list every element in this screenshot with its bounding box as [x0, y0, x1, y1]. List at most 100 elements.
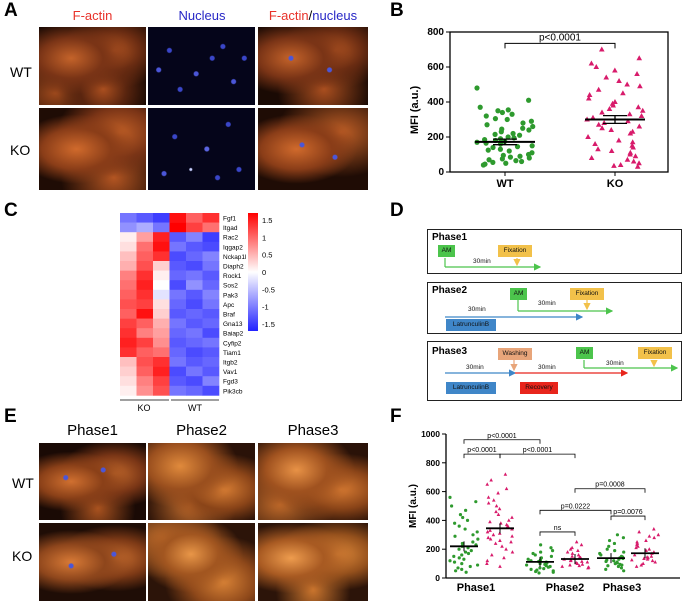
row-label-wt: WT	[10, 64, 32, 80]
f-point-ko	[644, 538, 648, 542]
b-point-ko	[598, 46, 605, 52]
f-point-wt	[613, 549, 617, 553]
c-heat-cell	[202, 299, 220, 310]
c-heat-cell	[153, 289, 170, 300]
f-point-wt	[538, 566, 542, 570]
f-sig-label: p<0.0001	[487, 433, 516, 440]
c-heat-cell	[186, 309, 203, 319]
c-heat-cell	[136, 318, 154, 329]
c-heat-cell	[202, 270, 220, 281]
c-heat-cell	[136, 222, 154, 233]
c-heat-cell	[202, 318, 220, 329]
b-point-ko	[599, 109, 605, 115]
b-point-wt	[528, 118, 535, 124]
b-point-wt	[495, 108, 501, 114]
f-point-wt	[457, 524, 461, 528]
phase3-title: Phase3	[432, 346, 468, 357]
f-point-wt	[525, 563, 529, 567]
f-ylabel: MFI (a.u.)	[408, 484, 419, 528]
c-heat-cell	[120, 270, 137, 281]
c-row-label: Fgd3	[223, 379, 238, 386]
b-point-ko	[624, 156, 631, 162]
c-heat-cell	[186, 376, 203, 387]
f-point-ko	[653, 560, 658, 564]
f-point-wt	[620, 563, 624, 567]
f-point-wt	[607, 544, 611, 548]
c-heat-cell	[186, 280, 203, 291]
f-point-wt	[453, 534, 457, 538]
f-point-ko	[498, 538, 502, 542]
c-heat-cell	[120, 222, 137, 233]
f-ytick-label: 200	[426, 544, 440, 554]
phase2-time-1: 30min	[468, 306, 486, 313]
c-heat-cell	[169, 318, 187, 329]
b-point-wt	[490, 144, 496, 151]
micrograph-wt-factin	[39, 27, 146, 105]
c-heat-cell	[153, 337, 170, 348]
b-frame	[449, 31, 669, 173]
f-point-ko	[580, 559, 584, 563]
col-header-nucleus: Nucleus	[178, 8, 226, 23]
f-point-wt	[464, 508, 468, 512]
b-point-ko	[637, 83, 643, 89]
c-heat-cell	[153, 270, 170, 281]
c-heat-cell	[186, 357, 203, 367]
b-point-wt	[517, 153, 523, 159]
b-point-ko	[592, 141, 598, 146]
c-heat-cell	[136, 261, 154, 271]
c-heat-cell	[169, 385, 187, 396]
c-heatmap-cells	[120, 213, 220, 396]
c-row-label: Iqgap2	[223, 244, 243, 251]
b-point-ko	[601, 120, 607, 125]
f-point-ko	[637, 529, 641, 534]
e-micro-wt-phase2	[148, 443, 255, 520]
b-point-wt	[505, 107, 511, 113]
b-point-ko	[620, 90, 626, 96]
c-heat-cell	[153, 222, 170, 233]
c-heat-cell	[120, 376, 137, 387]
b-point-ko	[606, 106, 613, 111]
c-colorbar	[248, 213, 258, 331]
f-point-wt	[474, 500, 478, 504]
b-point-ko	[595, 86, 602, 92]
f-point-wt	[546, 565, 551, 569]
phase3-am-tag: AM	[576, 347, 593, 359]
c-heat-cell	[169, 366, 187, 377]
f-point-ko	[510, 534, 514, 538]
f-point-wt	[613, 562, 617, 566]
b-point-wt	[504, 116, 510, 123]
c-heat-cell	[120, 337, 137, 348]
f-xtick-label: Phase2	[546, 582, 585, 594]
f-point-wt	[615, 533, 620, 537]
f-point-ko	[575, 561, 580, 565]
f-point-wt	[460, 562, 464, 566]
f-point-ko	[650, 558, 655, 563]
c-heat-cell	[153, 328, 170, 339]
c-row-label: Rock1	[223, 273, 242, 280]
f-point-wt	[456, 566, 460, 570]
merge-nucleus-label: nucleus	[312, 8, 358, 23]
c-heat-cell	[186, 232, 203, 243]
b-plot-area	[449, 31, 669, 173]
b-point-ko	[616, 137, 622, 143]
c-heat-cell	[186, 337, 203, 348]
panel-c-heatmap: Fgf1 Itgad Rac2 Iqgap2 Nckap1l Diaph2 Rock1 Sos…	[120, 213, 275, 413]
b-point-ko	[588, 155, 595, 160]
f-sig-bracket	[574, 488, 646, 493]
c-heat-cell	[153, 241, 170, 252]
b-point-wt	[498, 129, 504, 135]
f-point-wt	[460, 541, 464, 546]
phase2-box: Phase2 AM Fixation 30min 30min Latruncul…	[427, 282, 682, 334]
b-point-wt	[477, 104, 483, 110]
c-heat-cell	[202, 232, 220, 243]
f-point-ko	[496, 491, 500, 495]
f-point-ko	[630, 558, 634, 562]
f-point-wt	[534, 569, 538, 574]
c-heat-cell	[169, 337, 187, 348]
f-point-wt	[526, 557, 530, 561]
c-heat-cell	[136, 299, 154, 310]
e-col-phase1: Phase1	[67, 422, 118, 439]
e-micro-ko-phase1	[39, 523, 146, 601]
f-point-ko	[502, 555, 506, 560]
c-heat-cell	[186, 241, 203, 252]
